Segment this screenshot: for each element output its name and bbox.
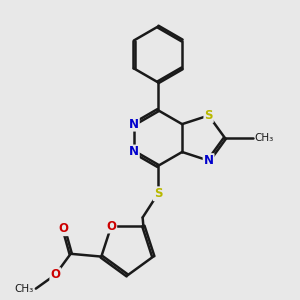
Text: O: O — [50, 268, 60, 281]
Text: N: N — [129, 146, 139, 158]
Text: CH₃: CH₃ — [255, 133, 274, 143]
Text: S: S — [204, 109, 213, 122]
Text: CH₃: CH₃ — [15, 284, 34, 294]
Text: N: N — [204, 154, 214, 167]
Text: O: O — [59, 222, 69, 235]
Text: N: N — [129, 118, 139, 130]
Text: O: O — [106, 220, 116, 232]
Text: S: S — [154, 187, 162, 200]
